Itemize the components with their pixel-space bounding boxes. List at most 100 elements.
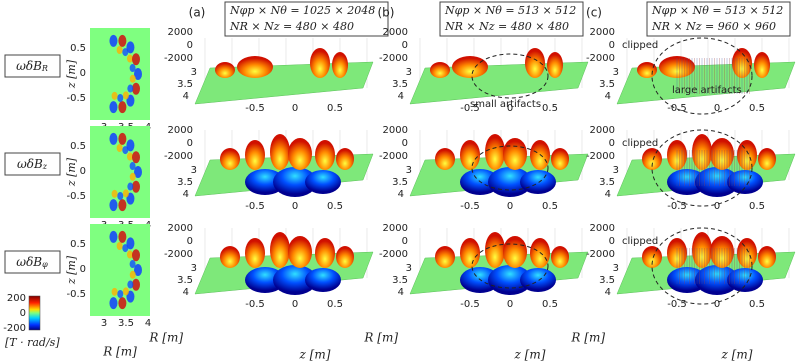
map-blob [117, 289, 124, 298]
map-blob [109, 34, 118, 47]
header-box [439, 1, 584, 37]
z-tick: -0.5 [460, 201, 480, 212]
z-tick: -0.5 [245, 103, 265, 114]
v-tick: -2000 [586, 249, 615, 260]
map-blob [116, 46, 123, 55]
surface-dip [273, 265, 317, 295]
header-box [224, 1, 389, 37]
colorbar-tick: -200 [3, 323, 26, 334]
map-ytick: 0.5 [70, 43, 86, 54]
surface-plot: clipped large artifacts 2000 0 -2000 33.54 -0.… [586, 27, 796, 115]
r-tick: 4 [398, 91, 404, 102]
z-tick: 0.5 [327, 103, 343, 114]
map-blob [122, 244, 129, 253]
surface-plot: 2000 0 -2000 33.54 -0.5 0 0.5 [164, 125, 374, 212]
map-blob [132, 53, 141, 66]
z-tick: 0 [507, 201, 513, 212]
map-blob [111, 91, 118, 100]
v-tick: -2000 [379, 151, 408, 162]
map-blob [132, 278, 141, 291]
surface-peak [288, 138, 312, 170]
map-blob [122, 189, 129, 198]
z-tick: -0.5 [460, 299, 480, 310]
label-sub: z [42, 162, 48, 171]
z-tick: 0 [714, 299, 720, 310]
header-text: NR × Nz = 960 × 960 [651, 20, 776, 33]
z-tick: 0.5 [327, 299, 343, 310]
map-blob [117, 191, 124, 200]
v-tick: 2000 [383, 27, 408, 38]
v-tick: 2000 [168, 27, 193, 38]
surface-dip [305, 268, 341, 292]
surface-peak [237, 56, 273, 78]
r-tick: 3 [191, 165, 197, 176]
z-tick: 0 [507, 103, 513, 114]
v-tick: 0 [609, 236, 615, 247]
v-tick: -2000 [164, 151, 193, 162]
map-blob [134, 166, 142, 178]
label-box [4, 152, 61, 176]
map-blob [126, 192, 135, 205]
panel-label: (b) [378, 6, 395, 20]
header-text: Nφp × Nθ = 1025 × 2048 [229, 4, 375, 17]
map-blob [129, 74, 136, 83]
v-tick: 2000 [168, 223, 193, 234]
surface-peak [547, 52, 563, 78]
map-ytick: -0.5 [66, 289, 86, 300]
z-tick: 0 [292, 103, 298, 114]
z-tick: 0 [714, 201, 720, 212]
z-tick: 0.5 [542, 103, 558, 114]
map-blob [122, 146, 129, 155]
v-tick: -2000 [586, 53, 615, 64]
z-tick: 0 [507, 299, 513, 310]
surface-peak [310, 48, 330, 78]
v-tick: -2000 [586, 151, 615, 162]
r-tick: 3 [613, 67, 619, 78]
surface-peak [332, 52, 348, 78]
surface-peak [220, 246, 240, 268]
v-tick: 2000 [590, 223, 615, 234]
map-blob [122, 91, 129, 100]
surface-plot: clipped 2000 0 -2000 33.54 -0.5 0 0.5 R [m] z [m] [570, 223, 796, 362]
surface-peak [270, 134, 290, 170]
row-label: ωδBz [17, 157, 48, 172]
map-blob [118, 230, 127, 243]
artifact-circle [471, 145, 549, 191]
z-tick: -0.5 [667, 299, 687, 310]
map-blob [132, 82, 141, 95]
v-tick: 2000 [590, 27, 615, 38]
surface-dip [520, 268, 556, 292]
z-label: z [m] [299, 348, 331, 362]
header-text: NR × Nz = 480 × 480 [229, 20, 354, 33]
map-blob [132, 249, 141, 262]
map-blob [122, 287, 129, 296]
z-label: z [m] [514, 348, 546, 362]
map-xtick: 4 [145, 318, 151, 329]
z-tick: -0.5 [245, 299, 265, 310]
z-tick: 0 [292, 299, 298, 310]
map-blob [132, 180, 141, 193]
map-ytick: 0.5 [70, 239, 86, 250]
surface-peak [485, 134, 505, 170]
artifact-circle [651, 227, 753, 305]
map-xlabel: R [m] [102, 345, 137, 359]
r-tick: 3.5 [599, 275, 615, 286]
r-tick: 3.5 [177, 177, 193, 188]
v-tick: 2000 [590, 125, 615, 136]
r-tick: 3.5 [392, 275, 408, 286]
surface-peak [452, 56, 488, 78]
header-text: NR × Nz = 480 × 480 [444, 20, 569, 33]
label-sub: φ [42, 260, 48, 269]
surface-peak [642, 246, 662, 268]
label-main: ωδB [16, 255, 42, 269]
surface-peak [460, 238, 480, 268]
map-blob [118, 101, 127, 114]
r-tick: 3 [406, 263, 412, 274]
v-tick: 0 [402, 236, 408, 247]
surface-peak [525, 48, 545, 78]
map-blob [126, 290, 135, 303]
map-blob [118, 132, 127, 145]
map-xtick: 3 [101, 318, 107, 329]
annotation-clipped: clipped [622, 40, 658, 51]
v-tick: 0 [187, 138, 193, 149]
